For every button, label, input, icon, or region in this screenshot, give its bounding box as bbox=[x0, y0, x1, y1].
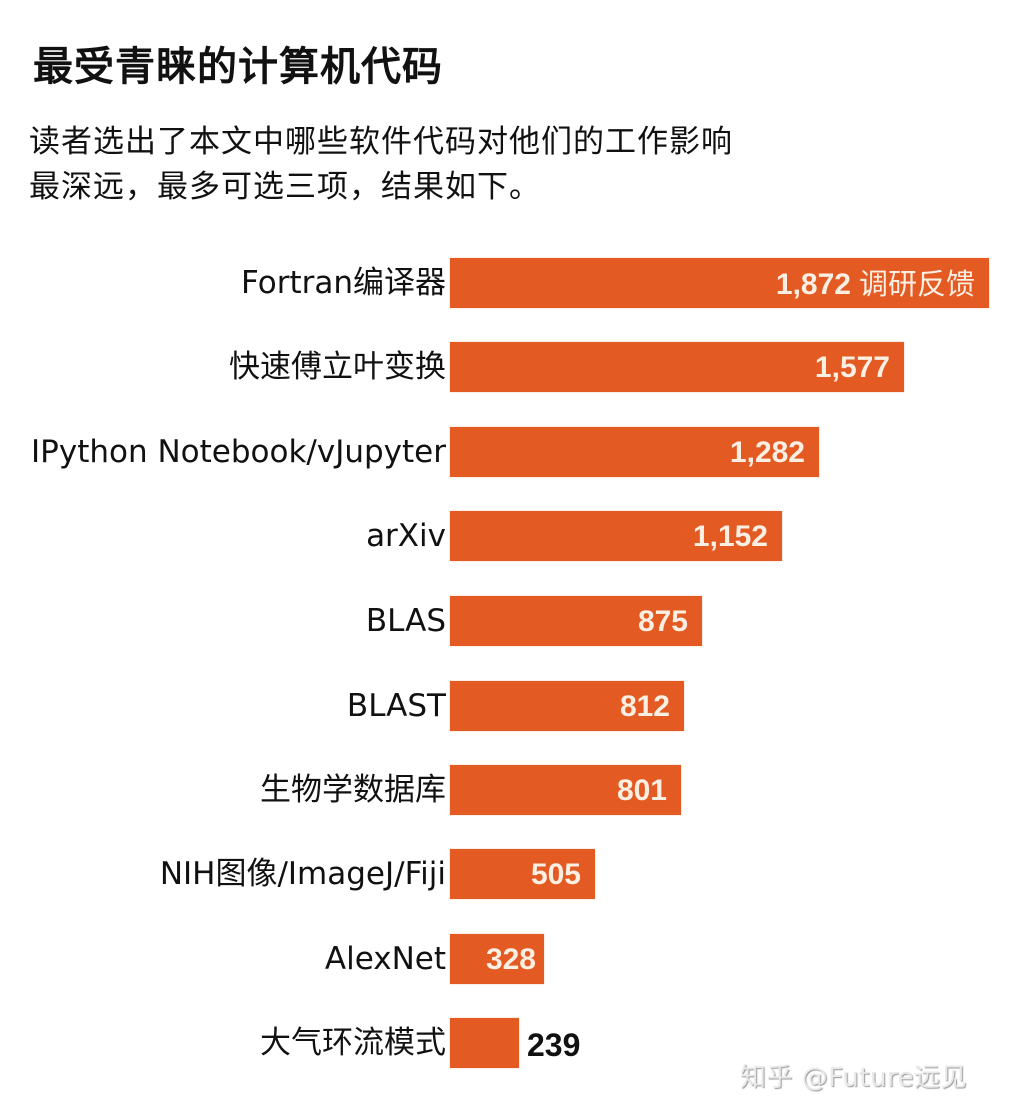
bar: 1,872 调研反馈 bbox=[450, 258, 989, 308]
bar-row: BLAS 875 bbox=[0, 596, 1023, 646]
bar: 1,282 bbox=[450, 427, 819, 477]
bar-value: 1,872 调研反馈 bbox=[775, 267, 975, 301]
bar: 328 bbox=[450, 934, 544, 984]
bar: 1,577 bbox=[450, 342, 904, 392]
chart-subtitle: 读者选出了本文中哪些软件代码对他们的工作影响 最深远，最多可选三项，结果如下。 bbox=[29, 120, 733, 210]
bar-row: Fortran编译器 1,872 调研反馈 bbox=[0, 258, 1023, 308]
bar-row: 快速傅立叶变换 1,577 bbox=[0, 342, 1023, 392]
bar-row: AlexNet 328 bbox=[0, 934, 1023, 984]
unit-label: 调研反馈 bbox=[858, 267, 975, 301]
bar bbox=[450, 1018, 519, 1068]
bar-value: 1,152 bbox=[692, 520, 768, 553]
bar-value: 801 bbox=[616, 774, 667, 807]
bar-row: 生物学数据库 801 bbox=[0, 765, 1023, 815]
bar-value: 812 bbox=[619, 690, 670, 723]
bar-value: 1,282 bbox=[729, 436, 805, 469]
bar-value: 328 bbox=[485, 943, 536, 976]
bar-value: 875 bbox=[637, 605, 688, 638]
bar-row: BLAST 812 bbox=[0, 681, 1023, 731]
bar-label: 生物学数据库 bbox=[260, 772, 446, 808]
bar-label: AlexNet bbox=[324, 941, 446, 977]
bar-row: NIH图像/ImageJ/Fiji 505 bbox=[0, 849, 1023, 899]
bar-label: NIH图像/ImageJ/Fiji bbox=[159, 856, 446, 892]
bar: 801 bbox=[450, 765, 681, 815]
watermark: 知乎 @Future远见 bbox=[740, 1063, 968, 1093]
chart-title: 最受青睐的计算机代码 bbox=[33, 44, 443, 90]
bar-row: 大气环流模式 239 bbox=[0, 1018, 1023, 1068]
bar-row: arXiv 1,152 bbox=[0, 511, 1023, 561]
bar-label: BLAST bbox=[346, 688, 446, 724]
bar: 812 bbox=[450, 681, 684, 731]
subtitle-line-1: 读者选出了本文中哪些软件代码对他们的工作影响 bbox=[29, 124, 733, 160]
bar-label: 大气环流模式 bbox=[260, 1025, 446, 1061]
bar: 875 bbox=[450, 596, 702, 646]
bar-value-outside: 239 bbox=[527, 1027, 581, 1063]
bar-label: arXiv bbox=[366, 518, 446, 554]
bar-label: BLAS bbox=[365, 603, 446, 639]
bar-row: IPython Notebook/vJupyter 1,282 bbox=[0, 427, 1023, 477]
bar-label: IPython Notebook/vJupyter bbox=[31, 434, 446, 470]
bar-label: Fortran编译器 bbox=[241, 265, 446, 301]
bar-value: 1,577 bbox=[814, 351, 890, 384]
bar: 505 bbox=[450, 849, 595, 899]
bar-label: 快速傅立叶变换 bbox=[229, 349, 446, 385]
subtitle-line-2: 最深远，最多可选三项，结果如下。 bbox=[29, 169, 541, 205]
bar: 1,152 bbox=[450, 511, 782, 561]
bar-value: 505 bbox=[530, 858, 581, 891]
